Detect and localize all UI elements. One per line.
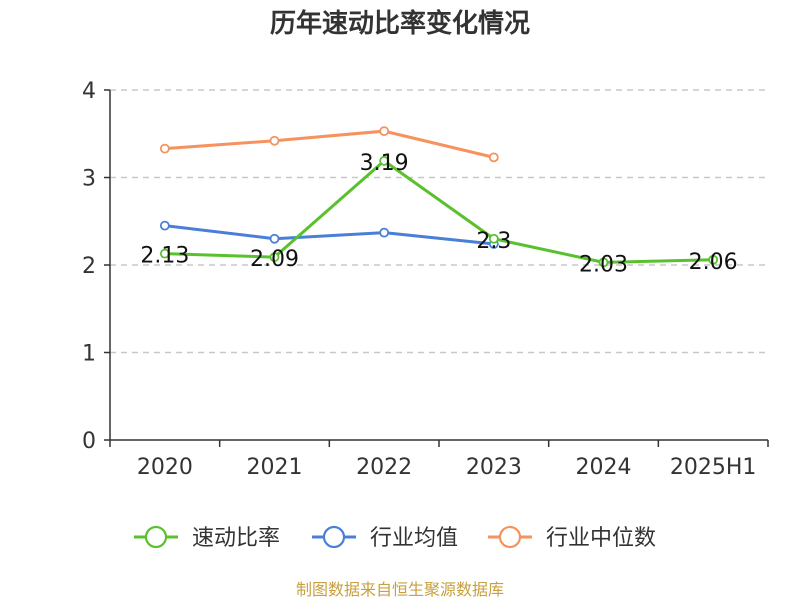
data-label: 2.03 [579,252,628,277]
x-tick-label: 2022 [356,455,412,480]
legend: 速动比率 行业均值 行业中位数 [134,525,656,551]
chart-title: 历年速动比率变化情况 [270,8,530,39]
data-point [379,155,390,166]
series-line-0 [164,159,714,264]
data-point [269,135,280,146]
data-point [159,220,170,231]
y-tick-label: 2 [82,254,96,279]
series-line-1 [164,224,494,246]
data-label: 2.13 [140,244,189,269]
series-line-2 [164,129,495,159]
data-point [159,248,170,259]
x-tick-label: 2023 [466,455,522,480]
data-point [269,233,280,244]
legend-marker-1 [322,525,346,549]
data-point [598,257,609,268]
axes: 0 1 2 3 4 2020 2021 2022 2023 2024 2025H1 [82,79,769,480]
x-tick-label: 2020 [137,455,193,480]
data-point [488,152,499,163]
data-point [708,254,719,265]
grid-lines [110,89,768,354]
data-point [269,252,280,263]
legend-marker-0 [144,525,168,549]
data-label: 3.19 [360,151,409,176]
data-point [379,126,390,137]
data-point [488,233,499,244]
y-tick-label: 1 [82,342,96,367]
series-group [159,126,719,268]
data-point [159,143,170,154]
y-tick-label: 0 [82,429,96,454]
legend-label-2: 行业中位数 [546,526,656,551]
legend-marker-2 [498,525,522,549]
y-tick-label: 4 [82,79,96,104]
x-tick-label: 2024 [576,455,632,480]
legend-label-0: 速动比率 [192,526,280,551]
source-note: 制图数据来自恒生聚源数据库 [296,580,504,599]
data-label: 2.06 [689,250,738,275]
x-tick-label: 2021 [247,455,303,480]
y-tick-label: 3 [82,167,96,192]
x-tick-label: 2025H1 [670,455,757,480]
data-label: 2.3 [476,229,511,254]
data-label: 2.09 [250,247,299,272]
data-labels: 2.13 2.09 3.19 2.3 2.03 2.06 [140,151,737,278]
legend-label-1: 行业均值 [370,526,458,551]
data-point [379,227,390,238]
